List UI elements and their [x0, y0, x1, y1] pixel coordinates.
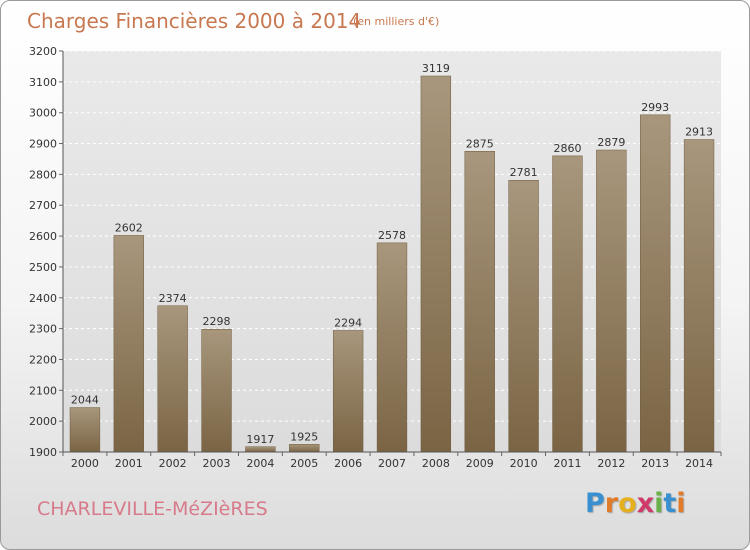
- x-tick-label: 2007: [378, 457, 406, 470]
- x-tick-label: 2011: [553, 457, 581, 470]
- y-tick-label: 2700: [29, 199, 57, 212]
- proxiti-logo: Proxiti: [585, 488, 686, 519]
- logo-letter: x: [636, 488, 655, 519]
- bar-value-label: 1925: [290, 430, 318, 443]
- bar: [420, 75, 452, 453]
- x-tick-label: 2001: [115, 457, 143, 470]
- y-tick-label: 2200: [29, 353, 57, 366]
- bar-value-label: 2993: [641, 101, 669, 114]
- bar-value-label: 2879: [597, 136, 625, 149]
- y-tick-label: 2300: [29, 323, 57, 336]
- bar: [201, 328, 232, 453]
- x-tick-label: 2005: [290, 457, 318, 470]
- bar-value-label: 2913: [685, 126, 713, 139]
- y-tick-label: 3000: [29, 107, 57, 120]
- logo-letter: i: [676, 488, 686, 519]
- logo-letter: P: [585, 488, 605, 519]
- bar: [640, 114, 671, 453]
- bar: [683, 139, 715, 453]
- bar-value-label: 2602: [115, 221, 143, 234]
- bar: [464, 151, 495, 453]
- x-tick-label: 2012: [597, 457, 625, 470]
- bar-value-label: 2875: [466, 137, 494, 150]
- logo-letter: r: [604, 488, 619, 519]
- y-tick-label: 2600: [29, 230, 57, 243]
- bar-value-label: 1917: [246, 433, 274, 446]
- chart-title: Charges Financières 2000 à 2014: [27, 9, 362, 33]
- y-tick-label: 2000: [29, 415, 57, 428]
- y-tick-label: 2800: [29, 168, 57, 181]
- bar: [113, 235, 144, 453]
- y-tick-label: 2400: [29, 292, 57, 305]
- bar-value-label: 3119: [422, 62, 450, 75]
- bar-value-label: 2298: [203, 315, 231, 328]
- y-tick-label: 3200: [29, 45, 57, 58]
- y-tick-label: 2500: [29, 261, 57, 274]
- x-tick-label: 2008: [422, 457, 450, 470]
- x-tick-label: 2014: [685, 457, 713, 470]
- logo-letter: o: [618, 488, 637, 519]
- bar: [245, 446, 276, 453]
- bar-value-label: 2860: [553, 142, 581, 155]
- bar: [69, 407, 101, 453]
- bar-value-label: 2578: [378, 229, 406, 242]
- x-tick-label: 2013: [641, 457, 669, 470]
- y-tick-label: 3100: [29, 76, 57, 89]
- bar: [376, 242, 408, 453]
- x-tick-label: 2004: [246, 457, 274, 470]
- y-tick-label: 1900: [29, 446, 57, 459]
- bar-value-label: 2294: [334, 316, 362, 329]
- x-tick-label: 2000: [71, 457, 99, 470]
- bar: [289, 444, 320, 453]
- bar-value-label: 2781: [510, 166, 538, 179]
- x-tick-label: 2003: [203, 457, 231, 470]
- logo-letter: i: [654, 488, 664, 519]
- x-tick-label: 2010: [510, 457, 538, 470]
- logo-letter: t: [663, 488, 677, 519]
- y-tick-label: 2100: [29, 384, 57, 397]
- bar: [552, 155, 583, 453]
- x-tick-label: 2002: [159, 457, 187, 470]
- bars: 2044 2602 2374 2298 1917 1925 2294 2578 3119 2875…: [69, 62, 715, 453]
- x-tick-label: 2009: [466, 457, 494, 470]
- bar: [332, 330, 364, 453]
- x-tick-label: 2006: [334, 457, 362, 470]
- city-name: CHARLEVILLE-MéZIèRES: [37, 498, 268, 520]
- y-tick-label: 2900: [29, 138, 57, 151]
- chart-subtitle: (en milliers d'€): [353, 15, 440, 28]
- bar-value-label: 2044: [71, 394, 99, 407]
- bar-value-label: 2374: [159, 292, 187, 305]
- bar: [596, 149, 627, 453]
- bar: [157, 305, 188, 453]
- bar: [508, 179, 539, 453]
- axes: 1900 2000 2100 2200 2300 2400 2500 2600 2700 2800…: [29, 45, 722, 470]
